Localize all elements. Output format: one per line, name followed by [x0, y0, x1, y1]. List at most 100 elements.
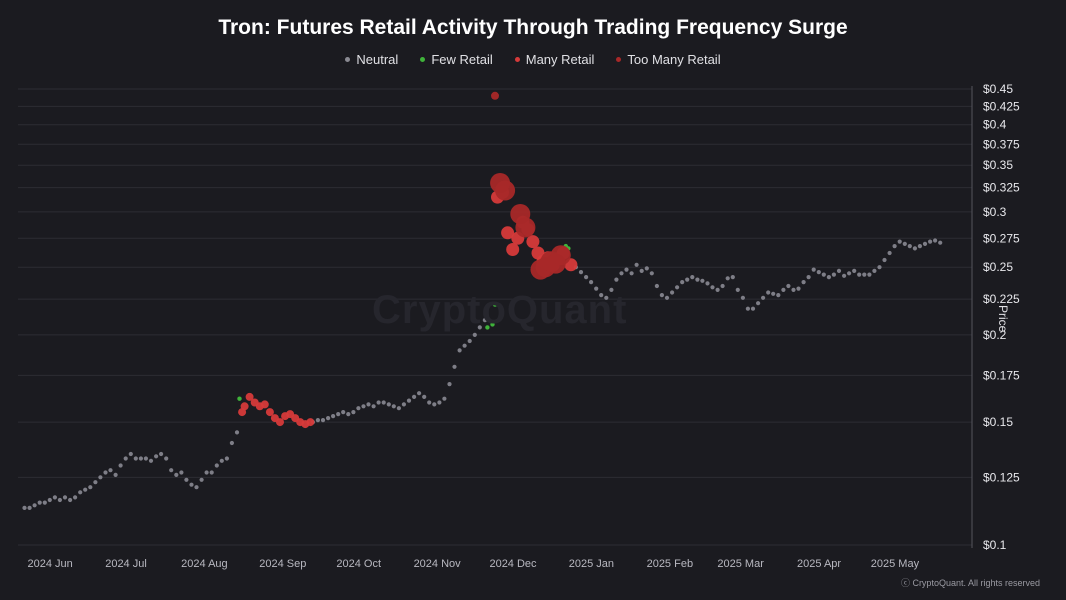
point-neutral: [386, 402, 391, 407]
point-neutral: [786, 283, 791, 289]
point-neutral: [315, 418, 320, 423]
point-neutral: [720, 283, 725, 289]
legend-item-few-retail[interactable]: Few Retail: [420, 52, 493, 67]
legend-item-neutral[interactable]: Neutral: [345, 52, 398, 67]
point-neutral: [396, 406, 401, 411]
point-neutral: [336, 412, 341, 417]
point-neutral: [47, 497, 52, 503]
point-neutral: [705, 281, 710, 286]
point-neutral: [174, 472, 179, 477]
point-neutral: [852, 268, 857, 273]
point-neutral: [912, 246, 918, 251]
point-neutral: [659, 293, 665, 298]
y-tick-label: $0.1: [983, 538, 1007, 552]
point-too-many-retail: [491, 91, 499, 100]
point-many-retail: [276, 418, 284, 427]
point-neutral: [599, 293, 604, 298]
point-neutral: [381, 400, 386, 405]
point-neutral: [351, 410, 356, 415]
point-neutral: [735, 287, 740, 292]
point-neutral: [472, 332, 477, 337]
point-neutral: [356, 406, 361, 411]
point-neutral: [148, 458, 154, 463]
point-neutral: [143, 456, 148, 461]
point-neutral: [750, 306, 756, 311]
point-neutral: [98, 475, 103, 480]
point-neutral: [159, 451, 164, 457]
point-neutral: [432, 402, 437, 407]
point-neutral: [796, 286, 801, 291]
y-tick-label: $0.175: [983, 368, 1020, 382]
point-neutral: [675, 285, 680, 290]
point-neutral: [27, 505, 32, 510]
point-neutral: [93, 480, 98, 485]
point-neutral: [417, 391, 422, 396]
point-neutral: [715, 287, 720, 292]
y-tick-label: $0.225: [983, 292, 1020, 306]
point-neutral: [690, 275, 695, 280]
point-neutral: [406, 398, 412, 403]
point-neutral: [366, 402, 371, 407]
point-many-retail: [501, 226, 515, 240]
point-neutral: [189, 482, 194, 487]
point-neutral: [62, 495, 68, 500]
point-too-many-retail: [550, 245, 571, 266]
y-tick-label: $0.25: [983, 260, 1013, 274]
x-tick-label: 2024 Nov: [414, 558, 462, 570]
point-neutral: [842, 273, 847, 278]
point-neutral: [391, 404, 396, 409]
point-neutral: [133, 456, 138, 461]
point-neutral: [862, 272, 867, 277]
point-neutral: [609, 287, 614, 292]
point-neutral: [639, 268, 644, 273]
point-neutral: [442, 396, 447, 401]
point-neutral: [123, 456, 128, 461]
point-neutral: [771, 291, 776, 296]
point-neutral: [624, 267, 629, 272]
legend-marker-many-retail: [514, 57, 520, 62]
point-neutral: [928, 239, 933, 244]
point-neutral: [700, 278, 705, 283]
point-neutral: [118, 463, 123, 468]
point-neutral: [437, 400, 442, 405]
point-few-retail: [490, 322, 495, 327]
point-neutral: [78, 490, 83, 495]
point-neutral: [68, 497, 73, 503]
point-neutral: [154, 454, 159, 459]
point-neutral: [589, 280, 594, 285]
point-neutral: [229, 440, 234, 446]
point-neutral: [695, 277, 700, 282]
point-neutral: [887, 250, 892, 256]
point-neutral: [836, 268, 842, 273]
point-many-retail: [245, 392, 254, 401]
point-neutral: [73, 495, 78, 500]
point-neutral: [234, 430, 240, 435]
legend-item-many-retail[interactable]: Many Retail: [514, 52, 594, 67]
point-too-many-retail: [515, 217, 536, 238]
point-neutral: [447, 382, 452, 387]
point-neutral: [578, 270, 584, 275]
point-neutral: [224, 456, 229, 461]
legend-label-too-many-retail: Too Many Retail: [627, 52, 721, 67]
point-neutral: [670, 290, 675, 295]
point-neutral: [346, 412, 351, 417]
point-neutral: [619, 271, 624, 276]
point-neutral: [401, 402, 406, 407]
x-tick-label: 2024 Aug: [181, 558, 228, 570]
point-neutral: [725, 276, 730, 281]
point-neutral: [214, 463, 219, 468]
point-neutral: [320, 418, 326, 423]
legend-item-too-many-retail[interactable]: Too Many Retail: [616, 52, 721, 67]
point-neutral: [457, 348, 462, 353]
point-neutral: [42, 500, 47, 505]
point-neutral: [917, 244, 923, 249]
legend-marker-few-retail: [420, 57, 426, 62]
point-neutral: [326, 416, 331, 421]
point-neutral: [614, 277, 619, 282]
point-neutral: [933, 238, 938, 243]
point-neutral: [209, 470, 214, 475]
point-neutral: [412, 394, 417, 399]
point-neutral: [169, 468, 174, 473]
point-neutral: [816, 270, 821, 275]
point-neutral: [184, 477, 189, 482]
